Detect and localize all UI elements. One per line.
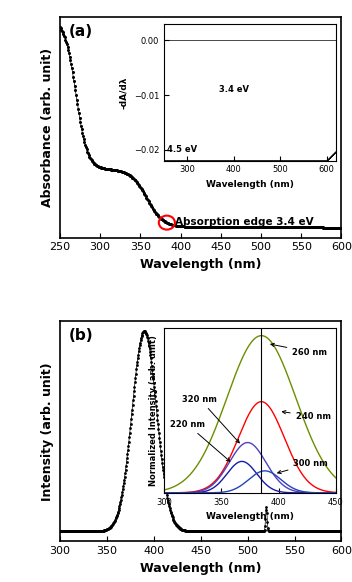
Text: Absorption edge 3.4 eV: Absorption edge 3.4 eV bbox=[175, 217, 314, 226]
X-axis label: Wavelength (nm): Wavelength (nm) bbox=[140, 258, 262, 271]
Text: (a): (a) bbox=[68, 24, 93, 39]
X-axis label: Wavelength (nm): Wavelength (nm) bbox=[140, 562, 262, 574]
Y-axis label: Intensity (arb. unit): Intensity (arb. unit) bbox=[41, 362, 54, 501]
Text: (b): (b) bbox=[68, 328, 93, 343]
Y-axis label: Absorbance (arb. unit): Absorbance (arb. unit) bbox=[41, 48, 54, 207]
